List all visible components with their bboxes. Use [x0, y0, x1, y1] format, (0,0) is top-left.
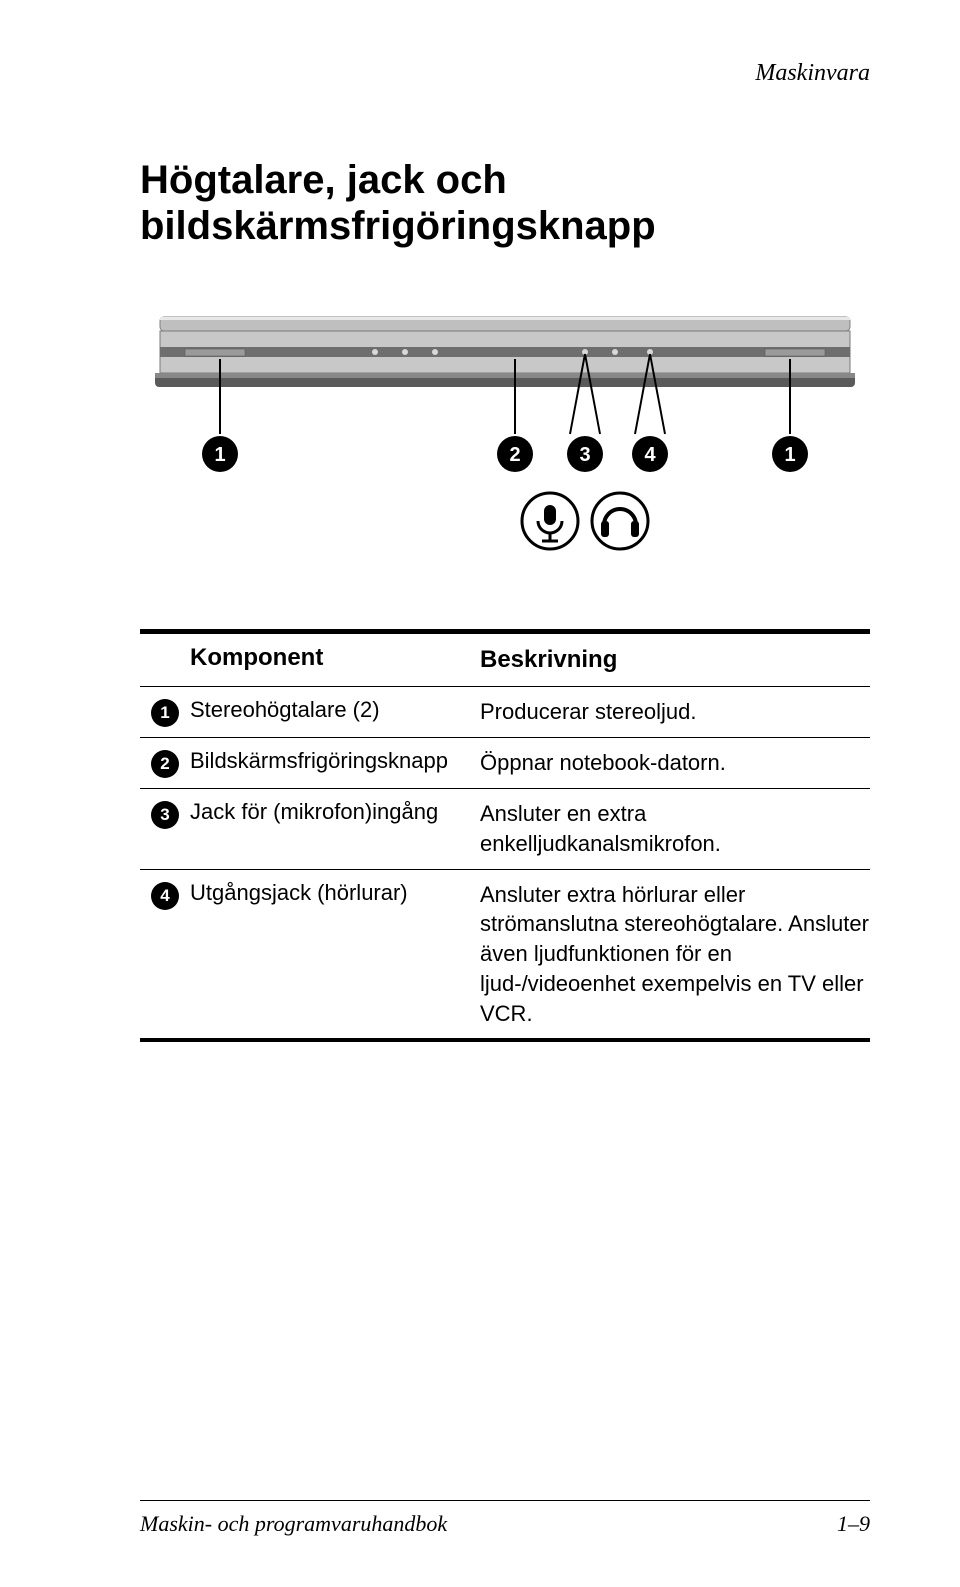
row-component: Utgångsjack (hörlurar) [190, 880, 480, 1028]
row-description: Producerar stereoljud. [480, 697, 870, 727]
svg-text:4: 4 [644, 444, 656, 466]
number-badge: 2 [151, 750, 179, 778]
section-header: Maskinvara [140, 60, 870, 87]
header-description: Beskrivning [480, 644, 870, 676]
page-footer: Maskin- och programvaruhandbok 1–9 [140, 1500, 870, 1537]
footer-left: Maskin- och programvaruhandbok [140, 1511, 447, 1537]
callout-1-left: 1 [202, 436, 238, 472]
header-spacer [140, 644, 190, 676]
svg-text:1: 1 [784, 444, 795, 466]
table-header-row: Komponent Beskrivning [140, 633, 870, 687]
callout-2: 2 [497, 436, 533, 472]
table-row: 2 Bildskärmsfrigöringsknapp Öppnar noteb… [140, 738, 870, 789]
page-title: Högtalare, jack och bildskärmsfrigörings… [140, 157, 870, 249]
row-number: 3 [140, 799, 190, 858]
footer-right: 1–9 [837, 1511, 870, 1537]
laptop-front-svg: 1 2 3 4 1 [140, 289, 870, 569]
callout-1-right: 1 [772, 436, 808, 472]
row-component: Bildskärmsfrigöringsknapp [190, 748, 480, 778]
callout-3: 3 [567, 436, 603, 472]
headphone-icon [592, 493, 648, 549]
component-table: Komponent Beskrivning 1 Stereohögtalare … [140, 629, 870, 1042]
table-row: 4 Utgångsjack (hörlurar) Ansluter extra … [140, 870, 870, 1042]
document-page: Maskinvara Högtalare, jack och bildskärm… [0, 0, 960, 1587]
header-component: Komponent [190, 644, 480, 676]
number-badge: 1 [151, 699, 179, 727]
svg-text:3: 3 [579, 444, 590, 466]
title-line-2: bildskärmsfrigöringsknapp [140, 204, 656, 248]
table-row: 3 Jack för (mikrofon)ingång Ansluter en … [140, 789, 870, 869]
svg-text:2: 2 [509, 444, 520, 466]
row-number: 1 [140, 697, 190, 727]
number-badge: 4 [151, 882, 179, 910]
title-line-1: Högtalare, jack och [140, 158, 507, 202]
callout-4: 4 [632, 436, 668, 472]
row-description: Öppnar notebook-datorn. [480, 748, 870, 778]
row-component: Stereohögtalare (2) [190, 697, 480, 727]
table-row: 1 Stereohögtalare (2) Producerar stereol… [140, 687, 870, 738]
component-diagram: 1 2 3 4 1 [140, 289, 870, 569]
row-number: 2 [140, 748, 190, 778]
row-description: Ansluter en extra enkelljudkanalsmikrofo… [480, 799, 870, 858]
row-component: Jack för (mikrofon)ingång [190, 799, 480, 858]
number-badge: 3 [151, 801, 179, 829]
row-number: 4 [140, 880, 190, 1028]
svg-text:1: 1 [214, 444, 225, 466]
microphone-icon [522, 493, 578, 549]
row-description: Ansluter extra hörlurar eller strömanslu… [480, 880, 870, 1028]
